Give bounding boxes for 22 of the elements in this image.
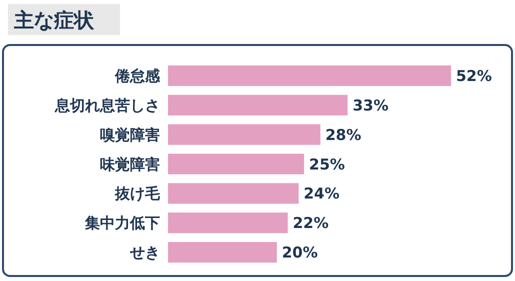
y-tick-label: せき: [129, 244, 160, 262]
y-tick-label: 息切れ息苦しさ: [54, 96, 160, 114]
data-label: 33%: [352, 96, 388, 114]
data-label: 25%: [309, 155, 345, 174]
y-tick-label: 倦怠感: [114, 66, 161, 85]
y-tick-label: 嗅覚障害: [100, 126, 160, 144]
y-tick-label: 味覚障害: [100, 155, 160, 174]
bar: [168, 124, 320, 145]
bar: [168, 183, 299, 204]
chart-title: 主な症状: [13, 8, 95, 32]
bar: [168, 94, 348, 116]
bar: [168, 154, 304, 174]
data-label: 22%: [292, 214, 329, 232]
bar: [168, 242, 277, 263]
data-label: 28%: [325, 126, 362, 144]
data-label: 20%: [282, 244, 318, 262]
data-label: 24%: [304, 184, 340, 203]
y-tick-label: 抜け毛: [114, 184, 161, 203]
y-tick-label: 集中力低下: [84, 214, 160, 232]
bar: [168, 65, 451, 86]
bar: [168, 212, 288, 234]
data-label: 52%: [456, 66, 492, 85]
